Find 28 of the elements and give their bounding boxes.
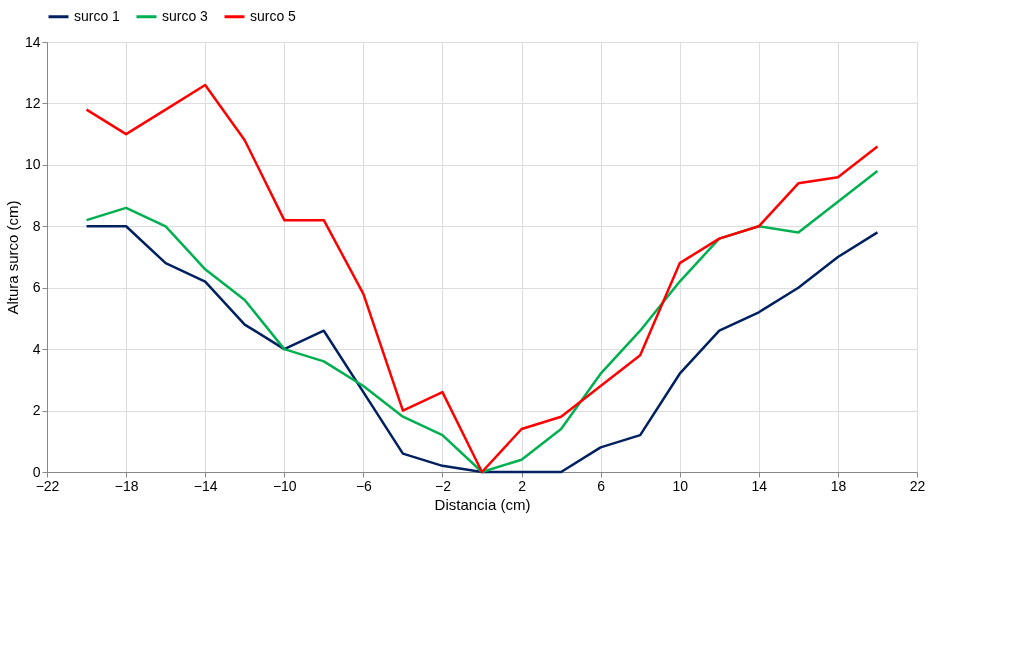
x-tick-label: 10 bbox=[672, 477, 689, 494]
legend-label: surco 5 bbox=[250, 7, 297, 24]
y-tick-label: 6 bbox=[32, 279, 41, 296]
x-tick-label: 6 bbox=[597, 477, 606, 494]
legend-label: surco 3 bbox=[162, 7, 209, 24]
x-tick-label: −10 bbox=[272, 477, 297, 494]
line-series bbox=[85, 225, 879, 474]
legend-label: surco 1 bbox=[74, 7, 121, 24]
y-tick-label: 8 bbox=[32, 217, 41, 234]
y-tick-label: 12 bbox=[24, 94, 41, 111]
x-tick-label: −14 bbox=[193, 477, 218, 494]
line-series bbox=[85, 169, 879, 474]
y-tick-label: 0 bbox=[32, 463, 41, 480]
y-tick-label: 2 bbox=[32, 402, 41, 419]
x-tick-label: 18 bbox=[830, 477, 847, 494]
x-axis-title: Distancia (cm) bbox=[434, 495, 531, 513]
y-tick-label: 14 bbox=[24, 33, 41, 50]
x-tick-label: 14 bbox=[751, 477, 768, 494]
x-tick-label: −18 bbox=[114, 477, 139, 494]
x-tick-label: −2 bbox=[434, 477, 452, 494]
x-tick-label: −6 bbox=[355, 477, 373, 494]
x-tick-label: 22 bbox=[909, 477, 926, 494]
y-tick-label: 10 bbox=[24, 156, 41, 173]
line-series bbox=[85, 83, 879, 474]
x-tick-label: 2 bbox=[518, 477, 527, 494]
y-axis-title: Altura surco (cm) bbox=[3, 200, 21, 315]
y-tick-label: 4 bbox=[32, 340, 41, 357]
x-tick-label: −22 bbox=[35, 477, 60, 494]
